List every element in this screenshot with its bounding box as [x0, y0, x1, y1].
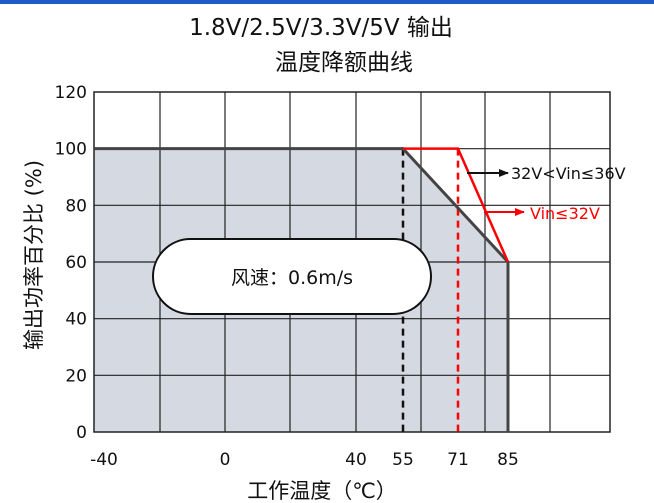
annotation-label-vin-32v: Vin≤32V — [530, 204, 600, 223]
x-tick-label: 40 — [345, 450, 367, 470]
chart-title-line2: 温度降额曲线 — [275, 50, 413, 76]
series-line-32v-36v — [94, 147, 510, 432]
annotation-label-32v-36v: 32V<Vin≤36V — [511, 164, 626, 183]
x-tick-label: 71 — [447, 450, 469, 470]
air-speed-label: 风速：0.6m/s — [231, 267, 353, 289]
x-axis-label: 工作温度（℃） — [247, 479, 397, 503]
y-tick-label: 0 — [76, 423, 87, 443]
top-accent-bar — [0, 0, 654, 4]
y-tick-label: 20 — [65, 366, 87, 386]
series-line-vin-32v — [403, 147, 510, 263]
y-tick-labels: 0 20 40 60 80 100 120 — [55, 83, 87, 443]
x-tick-label: -40 — [90, 450, 118, 470]
x-tick-labels: -40 0 40 55 71 85 — [90, 450, 519, 470]
x-tick-label: 0 — [220, 450, 231, 470]
y-tick-label: 40 — [65, 310, 87, 330]
y-axis-label: 输出功率百分比 (%) — [22, 160, 46, 350]
chart-title-line1: 1.8V/2.5V/3.3V/5V 输出 — [189, 15, 453, 41]
y-tick-label: 100 — [55, 140, 87, 160]
x-tick-label: 85 — [497, 450, 519, 470]
air-speed-box — [152, 238, 432, 315]
y-tick-label: 80 — [65, 196, 87, 216]
x-tick-label: 55 — [392, 450, 414, 470]
y-tick-label: 60 — [65, 253, 87, 273]
plot-frame — [93, 91, 611, 433]
y-tick-label: 120 — [55, 83, 87, 103]
